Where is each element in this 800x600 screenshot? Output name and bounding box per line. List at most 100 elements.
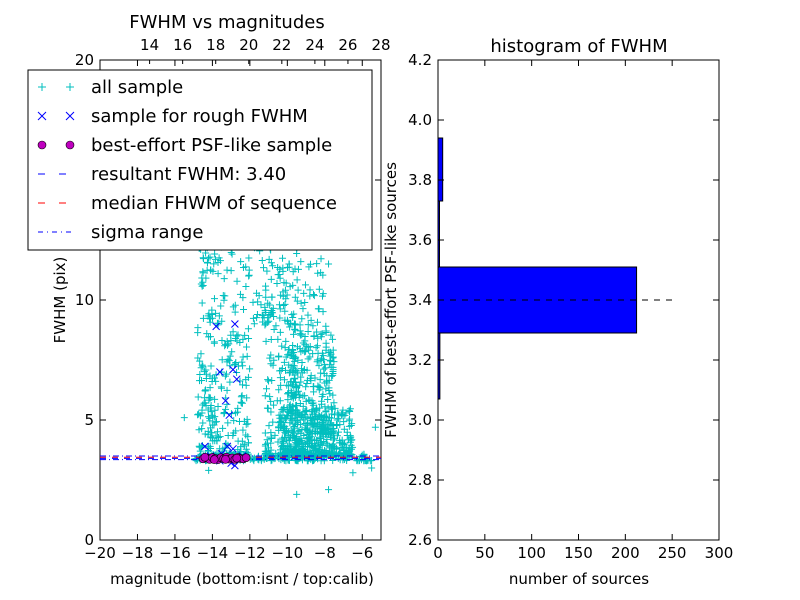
- all-sample-point: [273, 280, 281, 288]
- all-sample-point: [276, 265, 284, 273]
- all-sample-point: [198, 425, 206, 433]
- all-sample-point: [203, 266, 211, 274]
- all-sample-point: [238, 392, 246, 400]
- all-sample-point: [223, 386, 231, 394]
- all-sample-point: [269, 262, 277, 270]
- all-sample-point: [236, 290, 244, 298]
- top-x-tick-label: 14: [140, 36, 159, 54]
- all-sample-point: [318, 393, 326, 401]
- all-sample-point: [298, 426, 306, 434]
- all-sample-point: [317, 369, 325, 377]
- x-tick-label: 300: [705, 544, 734, 562]
- all-sample-point: [343, 428, 351, 436]
- all-sample-point: [327, 444, 335, 452]
- all-sample-point: [231, 335, 239, 343]
- all-sample-point: [299, 402, 307, 410]
- rough-sample-point: [231, 320, 239, 328]
- all-sample-point: [285, 382, 293, 390]
- all-sample-point: [275, 423, 283, 431]
- all-sample-point: [291, 420, 299, 428]
- all-sample-point: [281, 300, 289, 308]
- all-sample-point: [221, 292, 229, 300]
- all-sample-point: [347, 422, 355, 430]
- x-tick-label: 100: [517, 544, 546, 562]
- all-sample-point: [198, 376, 206, 384]
- all-sample-point: [326, 421, 334, 429]
- histogram-panel: 0 50 100 150 200 250 300 2.6 2.8 3.0 3.2 3.4 3.6 3.8…: [382, 36, 733, 588]
- all-sample-point: [281, 316, 289, 324]
- all-sample-point: [288, 409, 296, 417]
- all-sample-point: [210, 374, 218, 382]
- all-sample-point: [304, 311, 312, 319]
- all-sample-point: [194, 324, 202, 332]
- all-sample-point: [180, 414, 188, 422]
- all-sample-point: [371, 423, 379, 431]
- all-sample-point: [316, 420, 324, 428]
- all-sample-point: [216, 433, 224, 441]
- all-sample-point: [282, 436, 290, 444]
- psf-sample-point: [221, 455, 230, 464]
- all-sample-point: [317, 333, 325, 341]
- all-sample-point: [297, 373, 305, 381]
- all-sample-point: [286, 405, 294, 413]
- all-sample-point: [303, 407, 311, 415]
- all-sample-point: [315, 411, 323, 419]
- top-x-tick-label: 16: [173, 36, 192, 54]
- all-sample-point: [298, 365, 306, 373]
- y-tick-label: 5: [84, 411, 94, 429]
- all-sample-point: [235, 418, 243, 426]
- scatter-top-ticks: 14 16 18 20 22 24 26 28: [140, 36, 391, 64]
- all-sample-point: [211, 418, 219, 426]
- all-sample-point: [263, 452, 271, 460]
- all-sample-point: [224, 431, 232, 439]
- all-sample-point: [243, 352, 251, 360]
- all-sample-point: [206, 314, 214, 322]
- all-sample-point: [313, 342, 321, 350]
- all-sample-point: [266, 301, 274, 309]
- all-sample-point: [267, 275, 275, 283]
- all-sample-point: [313, 318, 321, 326]
- all-sample-point: [286, 283, 294, 291]
- histogram-data-layer: [437, 137, 677, 400]
- all-sample-point: [298, 315, 306, 323]
- all-sample-point: [325, 376, 333, 384]
- legend-frame: [27, 69, 373, 251]
- all-sample-point: [346, 434, 354, 442]
- x-tick-label: −10: [272, 544, 304, 562]
- all-sample-point: [224, 419, 232, 427]
- all-sample-point: [299, 443, 307, 451]
- legend-label: sigma range: [91, 222, 203, 243]
- all-sample-point: [304, 321, 312, 329]
- all-sample-point: [330, 358, 338, 366]
- all-sample-point: [201, 399, 209, 407]
- all-sample-point: [308, 406, 316, 414]
- all-sample-point: [300, 289, 308, 297]
- all-sample-point: [243, 343, 251, 351]
- all-sample-point: [285, 389, 293, 397]
- all-sample-point: [223, 341, 231, 349]
- all-sample-point: [327, 331, 335, 339]
- all-sample-point: [213, 418, 221, 426]
- all-sample-point: [280, 358, 288, 366]
- all-sample-point: [306, 443, 314, 451]
- all-sample-point: [261, 392, 269, 400]
- all-sample-point: [344, 451, 352, 459]
- all-sample-point: [306, 343, 314, 351]
- all-sample-point: [276, 305, 284, 313]
- all-sample-point: [275, 352, 283, 360]
- all-sample-point: [307, 372, 315, 380]
- all-sample-point: [197, 350, 205, 358]
- all-sample-point: [265, 422, 273, 430]
- all-sample-point: [329, 363, 337, 371]
- all-sample-point: [311, 374, 319, 382]
- all-sample-point: [277, 411, 285, 419]
- rough-sample-point: [232, 375, 241, 384]
- all-sample-point: [312, 413, 320, 421]
- all-sample-point: [307, 316, 315, 324]
- all-sample-point: [330, 399, 338, 407]
- all-sample-point: [298, 446, 306, 454]
- x-tick-label: −8: [314, 544, 336, 562]
- all-sample-point: [242, 263, 250, 271]
- all-sample-point: [268, 293, 276, 301]
- all-sample-point: [220, 275, 228, 283]
